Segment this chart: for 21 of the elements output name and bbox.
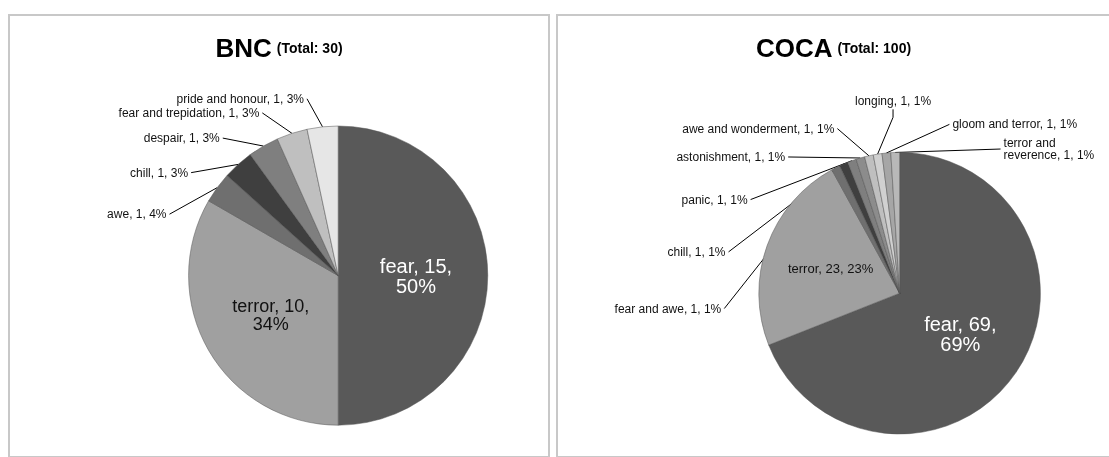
- slice-label: awe, 1, 4%: [107, 207, 167, 222]
- slice-label: fear and trepidation, 1, 3%: [118, 105, 260, 120]
- slice-label: chill, 1, 1%: [667, 244, 726, 259]
- slice-label: fear and awe, 1, 1%: [614, 301, 722, 316]
- slice-label: astonishment, 1, 1%: [676, 149, 786, 164]
- slice-label: despair, 1, 3%: [143, 131, 221, 146]
- chart-subtitle: (Total: 100): [837, 40, 912, 56]
- chart-subtitle: (Total: 30): [276, 40, 343, 56]
- slice-label: pride and honour, 1, 3%: [176, 91, 305, 106]
- slice-label: fear, 69, 69%: [924, 313, 997, 356]
- slice-label: awe and wonderment, 1, 1%: [682, 121, 835, 136]
- slice-label: terror, 23, 23%: [787, 260, 874, 276]
- slice-label: panic, 1, 1%: [681, 192, 748, 207]
- slice-label: terror, 10, 34%: [232, 295, 310, 334]
- slice-label: chill, 1, 3%: [130, 165, 189, 180]
- chart-title: COCA: [755, 33, 833, 63]
- slice-label: longing, 1, 1%: [855, 94, 932, 109]
- chart-title: BNC: [215, 33, 272, 63]
- slice-label: fear, 15, 50%: [379, 254, 453, 297]
- slice-label: terror and reverence, 1, 1%: [1003, 136, 1095, 163]
- slice-label: gloom and terror, 1, 1%: [952, 117, 1078, 132]
